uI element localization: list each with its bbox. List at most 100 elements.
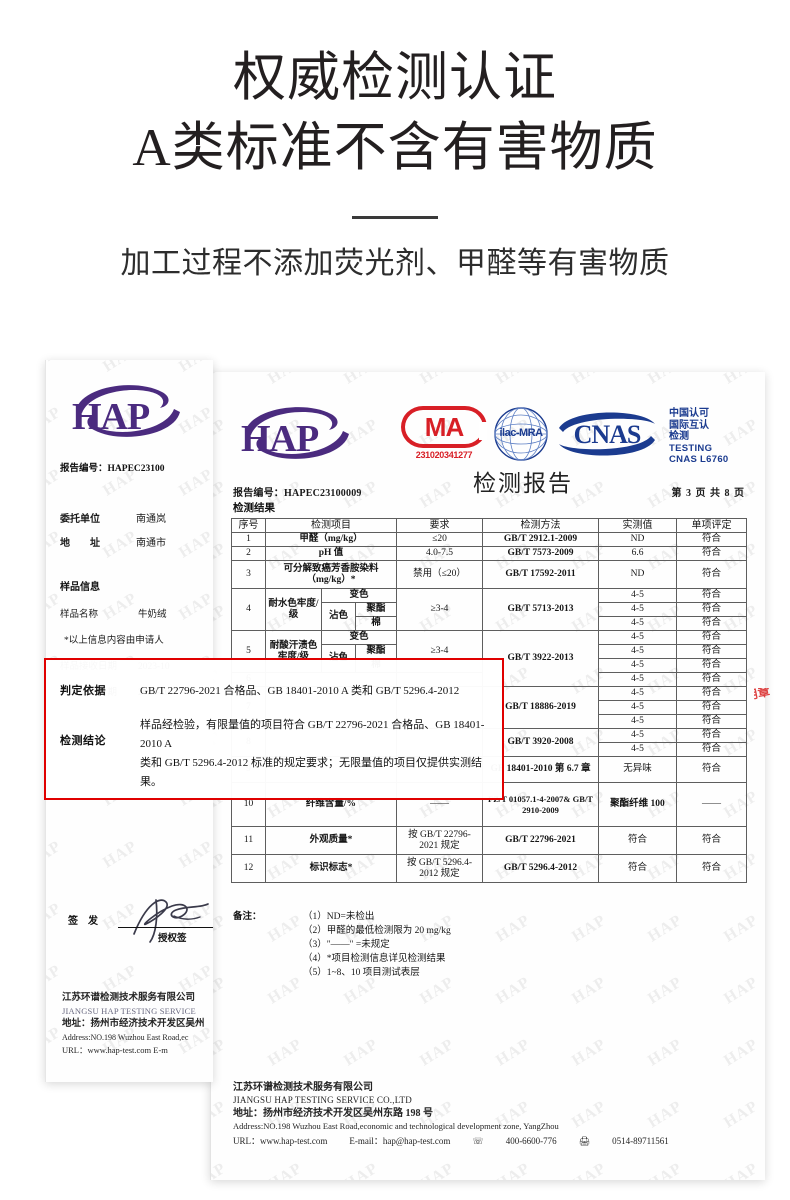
cell-verdict: 符合 <box>676 826 747 855</box>
cell-no: 1 <box>231 532 266 547</box>
fax-icon: 🖨 <box>578 1136 591 1146</box>
sample-note: *以上信息内容由申请人 <box>64 636 164 646</box>
cma-mark: MA 231020341277 <box>401 406 487 460</box>
ilac-globe-icon <box>494 407 548 461</box>
cnas-text: CNAS <box>573 420 642 449</box>
cell-measured: 4-5 <box>598 728 677 743</box>
cell-measured: 4-5 <box>598 714 677 729</box>
cell-verdict: 符合 <box>676 616 747 631</box>
footer-address-cn: 地址：扬州市经济技术开发区吴州 <box>62 1019 205 1029</box>
table-row: 2 pH 值 4.0-7.5 GB/T 7573-2009 6.6 符合 <box>231 546 747 561</box>
phone-icon: ☏ <box>472 1136 484 1146</box>
handwritten-signature-icon <box>133 899 209 943</box>
red-seal-stamp: 检验专用章 <box>754 688 788 806</box>
cell-req: 禁用（≤20） <box>396 560 483 589</box>
cell-measured: 4-5 <box>598 686 677 701</box>
cell-method: GB/T 22796-2021 <box>482 826 599 855</box>
field-address-value: 南通市 <box>136 538 166 549</box>
cell-item: 外观质量* <box>265 826 397 855</box>
cell-measured: 4-5 <box>598 658 677 673</box>
table-row: 12 标识标志* 按 GB/T 5296.4-2012 规定 GB/T 5296… <box>231 854 747 883</box>
cell-item: 标识标志* <box>265 854 397 883</box>
table-row: 3 可分解致癌芳香胺染料（mg/kg）* 禁用（≤20） GB/T 17592-… <box>231 560 747 589</box>
cnas-side-labels: 中国认可 国际互认 检测 TESTING CNAS L6760 <box>669 406 729 466</box>
table-row: 4 耐水色牢度/级 变色 ≥3-4 GB/T 5713-2013 4-5 符合 <box>231 588 747 631</box>
title-divider <box>352 216 438 219</box>
footer-address-cn: 地址：扬州市经济技术开发区吴州东路 198 号 <box>233 1108 433 1119</box>
footer-company-en: JIANGSU HAP TESTING SERVICE CO.,LTD <box>233 1095 412 1105</box>
cell-sub: 棉 <box>355 616 397 631</box>
basis-label: 判定依据 <box>60 685 106 697</box>
cnas-label-4: CNAS L6760 <box>669 454 729 465</box>
cell-verdict: 符合 <box>676 602 747 617</box>
hap-logo-text: HAP <box>241 418 319 460</box>
cell-sub: 聚酯 <box>355 602 397 617</box>
table-row: 4-5 符合 <box>232 714 747 729</box>
page-title-line-1: 权威检测认证 <box>233 49 557 107</box>
footer-company-cn: 江苏环谱检测技术服务有限公司 <box>233 1082 373 1093</box>
table-row: 5 耐酸汗渍色牢度/级 变色 ≥3-4 GB/T 3922-2013 4-5 符… <box>231 630 747 687</box>
table-row: 11 外观质量* 按 GB/T 22796-2021 规定 GB/T 22796… <box>231 826 747 855</box>
cell-verdict: —— <box>676 782 747 827</box>
cell-item: 耐水色牢度/级 <box>265 588 322 631</box>
conclusion-line-1: 样品经检验，有限量值的项目符合 GB/T 22796-2021 合格品、GB 1… <box>140 719 485 750</box>
cell-no: 11 <box>231 826 266 855</box>
results-section-label: 检测结果 <box>233 503 275 514</box>
cell-measured: ND <box>598 560 677 589</box>
cell-req: ≥3-4 <box>396 588 483 631</box>
accreditation-marks: MA 231020341277 ilac-MRA <box>401 406 729 466</box>
footer-address-en: Address:NO.198 Wuzhou East Road,economic… <box>233 1121 559 1131</box>
certificate-gallery: HAP HAP HAP HAP HAP HAP HAP HAP HAP HAP HAP HAP HAP H… <box>0 352 790 1200</box>
cell-verdict: 符合 <box>676 644 747 659</box>
cell-verdict: 符合 <box>676 630 747 645</box>
cell-method: GB/T 17592-2011 <box>482 560 599 589</box>
cma-number: 231020341277 <box>415 450 473 460</box>
cell-measured: 聚酯纤维 100 <box>598 782 677 827</box>
cma-badge-icon: MA <box>401 406 487 448</box>
page-subtitle: 加工过程不添加荧光剂、甲醛等有害物质 <box>120 247 670 280</box>
cell-method: GB/T 5296.4-2012 <box>482 854 599 883</box>
cell-verdict: 符合 <box>676 560 747 589</box>
report-footer: 江苏环谱检测技术服务有限公司 JIANGSU HAP TESTING SERVI… <box>233 1081 669 1148</box>
footer-company-cn: 江苏环谱检测技术服务有限公司 <box>62 993 196 1003</box>
cell-req: 4.0-7.5 <box>396 546 483 561</box>
footer-email[interactable]: E-mail：hap@hap-test.com <box>349 1136 451 1146</box>
cell-verdict: 符合 <box>676 854 747 883</box>
th-no: 序号 <box>231 518 266 533</box>
hap-logo-text: HAP <box>72 396 150 438</box>
page-indicator: 第 3 页 共 8 页 <box>671 488 745 499</box>
cell-measured: 4-5 <box>598 672 677 687</box>
cell-measured: 4-5 <box>598 644 677 659</box>
signature-rule <box>118 927 213 928</box>
footer-address-en: Address:NO.198 Wuzhou East Road,ec <box>62 1033 189 1042</box>
field-sample-name-label: 样品名称 <box>60 610 99 620</box>
field-address: 地 址 南通市 <box>60 534 166 549</box>
hap-swoosh-icon <box>245 407 349 459</box>
note-item: （3）"——" =未规定 <box>303 940 390 950</box>
footer-url-line[interactable]: URL：www.hap-test.com E-m <box>62 1045 168 1055</box>
field-client: 委托单位 南通岚 <box>60 510 166 525</box>
footer-company-en: JIANGSU HAP TESTING SERVICE <box>62 1006 196 1016</box>
conclusion-text: 样品经检验，有限量值的项目符合 GB/T 22796-2021 合格品、GB 1… <box>140 716 492 792</box>
report-title: 检测报告 <box>473 471 573 496</box>
cell-method: GB/T 2912.1-2009 <box>482 532 599 547</box>
cma-badge-text: MA <box>424 411 464 442</box>
cell-method: GB/T 7573-2009 <box>482 546 599 561</box>
footer-phone: 400-6600-776 <box>505 1136 557 1146</box>
note-item: （5）1~8、10 项目测试表层 <box>303 968 420 978</box>
hap-logo: HAP <box>233 402 361 464</box>
sample-section-title: 样品信息 <box>60 582 100 593</box>
footer-url[interactable]: URL：www.hap-test.com <box>233 1136 328 1146</box>
notes-list: （1）ND=未检出 （2）甲醛的最低检测限为 20 mg/kg （3）"——" … <box>279 910 451 980</box>
cell-measured: 无异味 <box>598 756 677 783</box>
report-number-label: 报告编号： <box>233 488 284 499</box>
cell-verdict: 符合 <box>676 700 747 715</box>
hap-swoosh-icon <box>76 385 180 437</box>
signature-authorization-label: 授权签 <box>158 934 187 944</box>
report-number: 报告编号：HAPEC23100009 <box>233 484 362 499</box>
ilac-mra-text: ilac-MRA <box>499 427 543 439</box>
cell-req: 按 GB/T 5296.4-2012 规定 <box>396 854 483 883</box>
cell-measured: 符合 <box>598 826 677 855</box>
cell-measured: 6.6 <box>598 546 677 561</box>
field-sample-name: 样品名称 牛奶绒 <box>60 606 167 620</box>
